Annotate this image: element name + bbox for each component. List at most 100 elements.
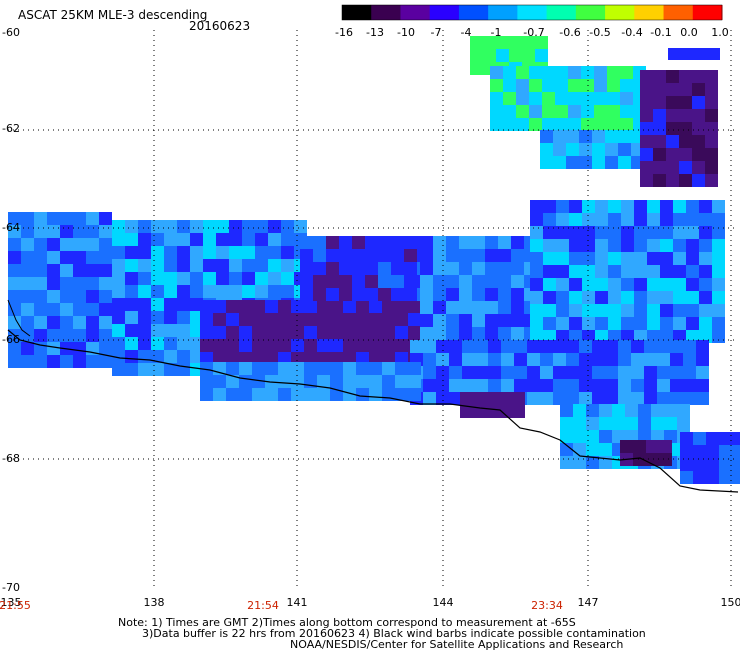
swath-cell [699, 265, 712, 278]
swath-cell [573, 443, 586, 456]
swath-cell [382, 300, 395, 313]
swath-cell [99, 277, 112, 290]
swath-cell [203, 220, 216, 233]
swath-cell [553, 353, 566, 366]
swath-cell [339, 275, 352, 288]
swath-cell [300, 249, 313, 262]
swath-cell [239, 375, 252, 388]
swath-cell [568, 118, 581, 131]
swath-cell [21, 238, 34, 251]
swath-cell [252, 326, 265, 339]
swath-cell [34, 277, 47, 290]
swath-cell [660, 304, 673, 317]
swath-cell [138, 259, 151, 272]
swath-cell [592, 156, 605, 169]
swath-cell [647, 239, 660, 252]
swath-cell [86, 225, 99, 238]
swath-cell [647, 200, 660, 213]
swath-cell [420, 301, 433, 314]
swath-cell [278, 300, 291, 313]
swath-cell [73, 264, 86, 277]
swath-cell [634, 239, 647, 252]
swath-cell [712, 278, 725, 291]
swath-cell [634, 265, 647, 278]
swath-cell [621, 200, 634, 213]
swath-cell [673, 252, 686, 265]
swath-cell [509, 49, 522, 62]
swath-cell [501, 353, 514, 366]
swath-cell [573, 456, 586, 469]
swath-cell [164, 233, 177, 246]
swath-cell [640, 70, 653, 83]
swath-cell [692, 83, 705, 96]
lat-label-62: -62 [2, 122, 20, 135]
swath-cell [47, 290, 60, 303]
swath-cell [705, 70, 718, 83]
swath-cell [680, 471, 693, 484]
swath-cell [365, 249, 378, 262]
swath-cell [657, 366, 670, 379]
swath-cell [73, 251, 86, 264]
swath-cell [300, 288, 313, 301]
swath-cell [151, 233, 164, 246]
swath-cell [540, 379, 553, 392]
swath-cell [540, 340, 553, 353]
swath-cell [408, 362, 421, 375]
swath-cell [679, 161, 692, 174]
swath-cell [446, 288, 459, 301]
colorbar-swatch [605, 5, 635, 20]
swath-cell [608, 213, 621, 226]
swath-cell [605, 143, 618, 156]
swath-cell [459, 275, 472, 288]
swath-cell [566, 353, 579, 366]
swath-cell [8, 264, 21, 277]
swath-cell [423, 379, 436, 392]
swath-cell [472, 301, 485, 314]
swath-cell [99, 238, 112, 251]
swath-cell [462, 340, 475, 353]
swath-cell [696, 366, 709, 379]
swath-cell [252, 362, 265, 375]
swath-cell [618, 353, 631, 366]
swath-cell [553, 366, 566, 379]
swath-cell [573, 417, 586, 430]
swath-cell [511, 262, 524, 275]
swath-cell [408, 375, 421, 388]
swath-cell [291, 388, 304, 401]
swath-cell [660, 317, 673, 330]
swath-cell [582, 265, 595, 278]
swath-cell [556, 239, 569, 252]
swath-cell [651, 417, 664, 430]
swath-cell [485, 288, 498, 301]
swath-cell [706, 445, 719, 458]
swath-cell [125, 350, 138, 363]
swath-cell [573, 404, 586, 417]
note-line-3: NOAA/NESDIS/Center for Satellite Applica… [290, 638, 623, 651]
swath-cell [712, 317, 725, 330]
swath-cell [112, 363, 125, 376]
swath-cell [365, 288, 378, 301]
swath-cell [404, 236, 417, 249]
swath-cell [420, 262, 433, 275]
swath-cell [177, 285, 190, 298]
swath-cell [696, 353, 709, 366]
swath-cell [281, 259, 294, 272]
swath-cell [705, 135, 718, 148]
swath-cell [653, 83, 666, 96]
swath-cell [660, 291, 673, 304]
swath-cell [369, 362, 382, 375]
swath-cell [501, 340, 514, 353]
swath-cell [621, 226, 634, 239]
swath-cell [433, 314, 446, 327]
swath-cell [556, 252, 569, 265]
swath-cell [369, 375, 382, 388]
swath-cell [239, 388, 252, 401]
swath-cell [543, 278, 556, 291]
swath-cell [692, 96, 705, 109]
swath-cell [395, 375, 408, 388]
swath-cell [488, 366, 501, 379]
swath-cell [21, 251, 34, 264]
swath-cell [595, 317, 608, 330]
swath-cell [395, 300, 408, 313]
colorbar-label: -1 [491, 26, 502, 39]
